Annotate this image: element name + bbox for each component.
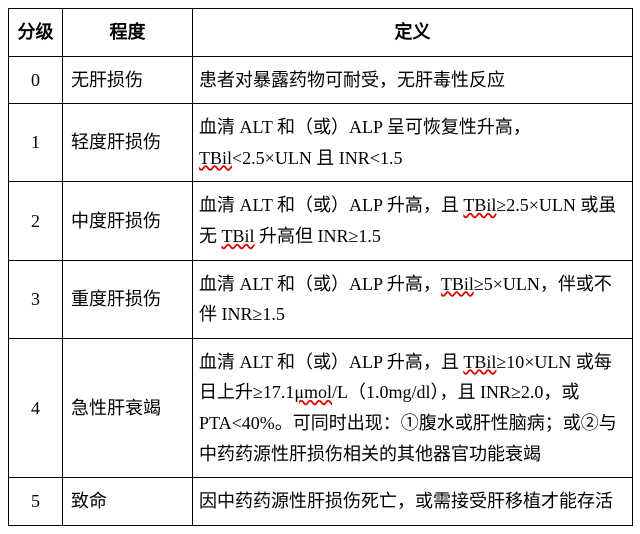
table-row: 5 致命 因中药药源性肝损伤死亡，或需接受肝移植才能存活 — [9, 478, 633, 526]
header-degree: 程度 — [63, 9, 193, 57]
cell-degree: 轻度肝损伤 — [63, 104, 193, 182]
cell-degree: 中度肝损伤 — [63, 182, 193, 260]
cell-grade: 3 — [9, 260, 63, 338]
cell-definition: 血清 ALT 和（或）ALP 呈可恢复性升高，TBil<2.5×ULN 且 IN… — [193, 104, 633, 182]
cell-definition: 因中药药源性肝损伤死亡，或需接受肝移植才能存活 — [193, 478, 633, 526]
cell-definition: 血清 ALT 和（或）ALP 升高，TBil≥5×ULN，伴或不伴 INR≥1.… — [193, 260, 633, 338]
table-row: 4 急性肝衰竭 血清 ALT 和（或）ALP 升高，且 TBil≥10×ULN … — [9, 338, 633, 477]
cell-degree: 重度肝损伤 — [63, 260, 193, 338]
cell-degree: 急性肝衰竭 — [63, 338, 193, 477]
table-row: 3 重度肝损伤 血清 ALT 和（或）ALP 升高，TBil≥5×ULN，伴或不… — [9, 260, 633, 338]
table-row: 2 中度肝损伤 血清 ALT 和（或）ALP 升高，且 TBil≥2.5×ULN… — [9, 182, 633, 260]
cell-grade: 4 — [9, 338, 63, 477]
header-grade: 分级 — [9, 9, 63, 57]
table-body: 0 无肝损伤 患者对暴露药物可耐受，无肝毒性反应 1 轻度肝损伤 血清 ALT … — [9, 56, 633, 525]
cell-degree: 无肝损伤 — [63, 56, 193, 104]
cell-grade: 0 — [9, 56, 63, 104]
grading-table: 分级 程度 定义 0 无肝损伤 患者对暴露药物可耐受，无肝毒性反应 1 轻度肝损… — [8, 8, 633, 526]
cell-definition: 患者对暴露药物可耐受，无肝毒性反应 — [193, 56, 633, 104]
cell-degree: 致命 — [63, 478, 193, 526]
cell-definition: 血清 ALT 和（或）ALP 升高，且 TBil≥2.5×ULN 或虽无 TBi… — [193, 182, 633, 260]
cell-grade: 1 — [9, 104, 63, 182]
header-definition: 定义 — [193, 9, 633, 57]
table-header-row: 分级 程度 定义 — [9, 9, 633, 57]
cell-grade: 5 — [9, 478, 63, 526]
table-row: 1 轻度肝损伤 血清 ALT 和（或）ALP 呈可恢复性升高，TBil<2.5×… — [9, 104, 633, 182]
table-row: 0 无肝损伤 患者对暴露药物可耐受，无肝毒性反应 — [9, 56, 633, 104]
cell-grade: 2 — [9, 182, 63, 260]
cell-definition: 血清 ALT 和（或）ALP 升高，且 TBil≥10×ULN 或每日上升≥17… — [193, 338, 633, 477]
